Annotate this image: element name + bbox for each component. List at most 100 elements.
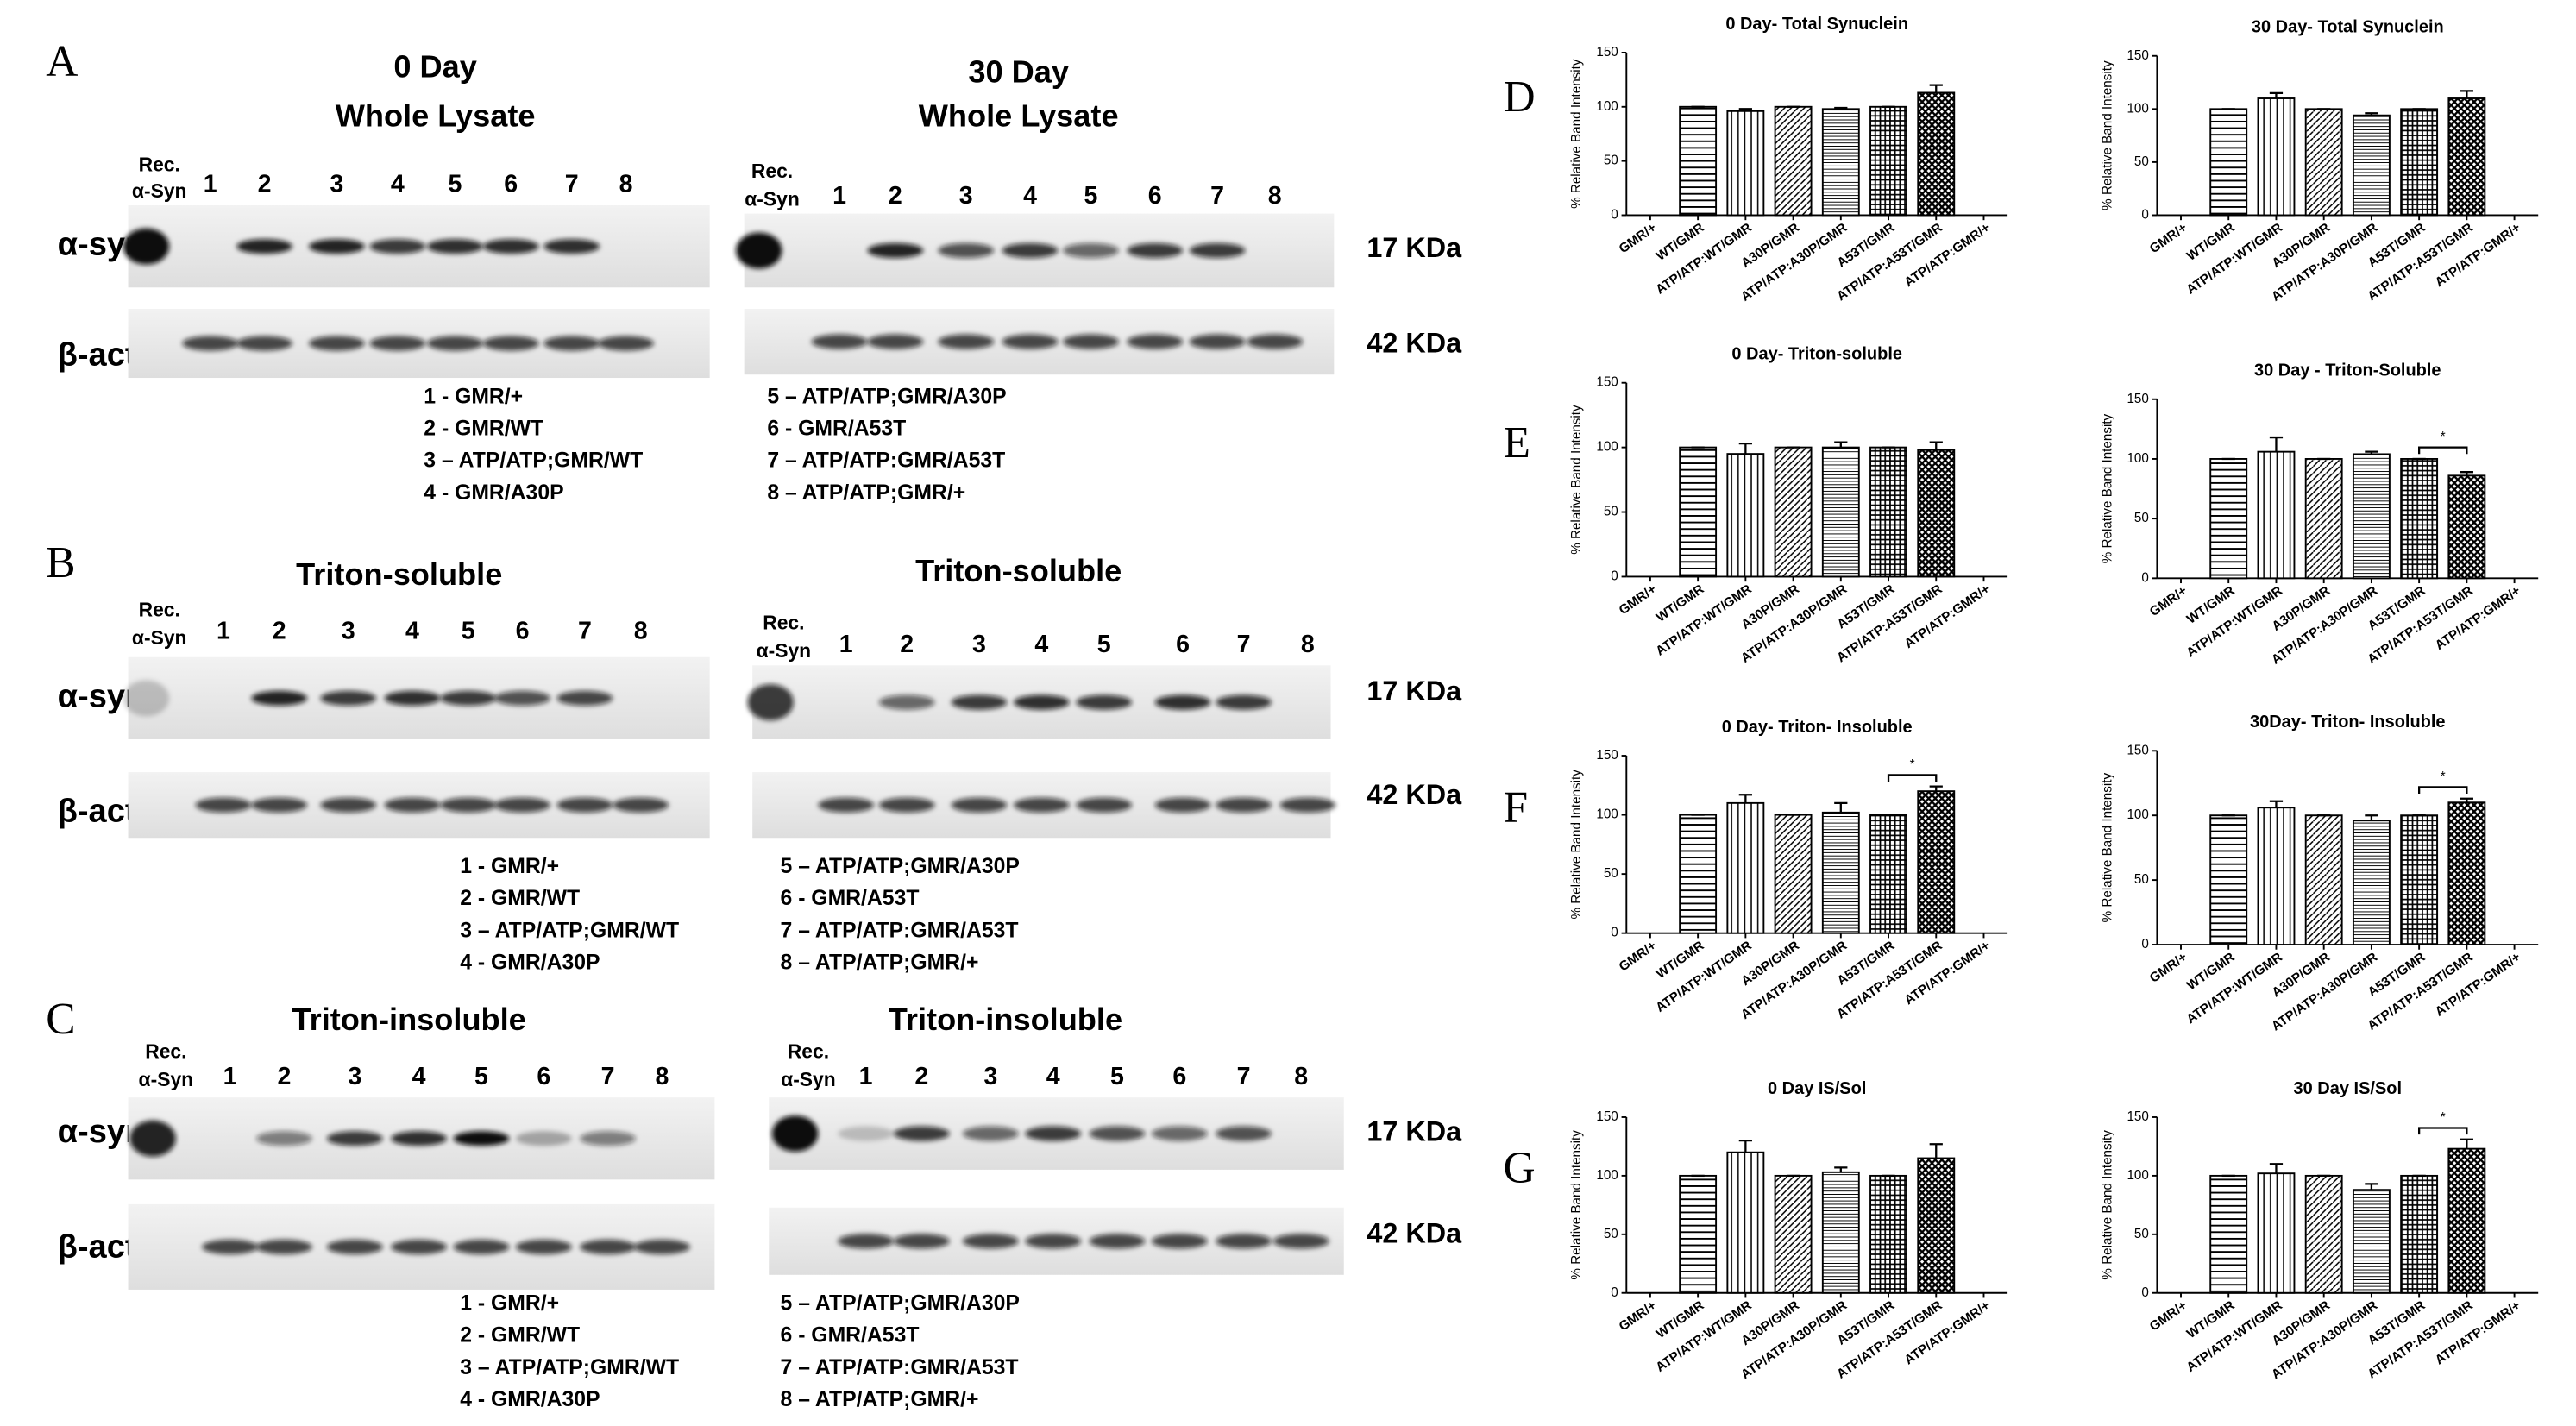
y-tick-label: 100 (2127, 101, 2148, 116)
rec-label: α-Syn (132, 626, 187, 649)
bar (2352, 820, 2391, 945)
lane-label: 7 (565, 171, 579, 198)
blot-title: Triton-insoluble (292, 1002, 526, 1037)
lane-label: 5 (1110, 1063, 1124, 1090)
bar (1869, 814, 1907, 934)
legend-line: 8 – ATP/ATP;GMR/+ (767, 481, 965, 505)
blot-band (1216, 1126, 1272, 1141)
error-bar (1834, 801, 1848, 813)
blot-band (962, 1234, 1019, 1249)
blot-band (123, 680, 170, 717)
error-bar (2365, 450, 2378, 455)
blot-band (1151, 1234, 1208, 1249)
blot-band (251, 797, 308, 813)
blot-band (391, 1239, 447, 1254)
significance-label: * (2441, 770, 2446, 784)
error-bar (1834, 106, 1848, 110)
error-bar (2460, 1138, 2473, 1149)
y-tick-label: 100 (1596, 99, 1618, 114)
bar (2257, 97, 2296, 217)
significance-bracket (2417, 786, 2468, 795)
bar (2447, 1147, 2486, 1294)
blot-band (1127, 242, 1184, 258)
lane-label: 4 (1046, 1063, 1060, 1090)
row-label: β-act (58, 794, 136, 830)
error-bar (2365, 814, 2378, 821)
blot-title: Triton-soluble (915, 553, 1122, 588)
y-tick-label: 150 (2127, 48, 2148, 63)
legend-line: 3 – ATP/ATP;GMR/WT (460, 1356, 679, 1379)
legend-line: 7 – ATP/ATP:GMR/A53T (767, 449, 1005, 473)
y-axis-label: % Relative Band Intensity (2100, 413, 2114, 563)
y-axis-label: % Relative Band Intensity (2100, 60, 2114, 210)
chart-title: 0 Day- Total Synuclein (1725, 15, 1908, 34)
legend-line: 4 - GMR/A30P (424, 481, 563, 505)
chart-title: 0 Day- Triton- Insoluble (1722, 718, 1913, 737)
y-tick-label: 0 (2141, 570, 2148, 585)
lane-label: 1 (839, 631, 853, 658)
blot-band (1127, 334, 1184, 349)
blot-band (1076, 694, 1133, 710)
blot-band (326, 1131, 383, 1146)
chart-title: 0 Day- Triton-soluble (1731, 345, 1902, 364)
y-tick-label: 100 (1596, 440, 1618, 455)
blot-band (580, 1131, 636, 1146)
lane-label: 7 (1210, 182, 1224, 210)
blot-band (1063, 334, 1119, 349)
bar (2257, 1172, 2296, 1294)
bar (2304, 1174, 2343, 1294)
blot-band (320, 690, 377, 706)
blot-band (256, 1131, 312, 1146)
x-tick-label: ATP/ATP:GMR/+ (1902, 1298, 1993, 1368)
legend-line: 2 - GMR/WT (460, 887, 580, 910)
rec-label: Rec. (139, 153, 180, 175)
lane-label: 3 (972, 631, 986, 658)
blot-band (867, 334, 924, 349)
rec-label: α-Syn (745, 187, 800, 210)
significance-label: * (1910, 757, 1915, 772)
blot-band (1025, 1234, 1082, 1249)
blot-band (515, 1239, 572, 1254)
blot-band (543, 336, 600, 351)
blot-band (1216, 797, 1272, 813)
size-label: 17 KDa (1367, 675, 1462, 707)
size-label: 42 KDa (1367, 779, 1462, 810)
blot-band (1189, 334, 1246, 349)
lane-label: 8 (634, 618, 648, 645)
bar (2352, 114, 2391, 217)
significance-bracket (1887, 774, 1938, 782)
error-bar (2269, 1163, 2284, 1174)
blot-band (1063, 242, 1119, 258)
lane-label: 1 (859, 1063, 873, 1090)
blot-band (1013, 694, 1070, 710)
blot-band (236, 239, 292, 254)
blot-band (938, 334, 995, 349)
rec-label: α-Syn (139, 1068, 194, 1090)
bar (2257, 450, 2296, 580)
error-bar (2365, 1183, 2378, 1190)
size-label: 42 KDa (1367, 1218, 1462, 1249)
y-axis-label: % Relative Band Intensity (1569, 770, 1584, 920)
blot-band (515, 1131, 572, 1146)
legend-line: 2 - GMR/WT (460, 1324, 580, 1347)
panel-letter: E (1503, 418, 1530, 468)
lane-label: 2 (258, 171, 272, 198)
size-label: 17 KDa (1367, 232, 1462, 263)
y-tick-label: 150 (1596, 375, 1618, 390)
blot-band (838, 1234, 894, 1249)
bar (1726, 801, 1765, 934)
bar (1821, 811, 1860, 934)
significance-label: * (2441, 1110, 2446, 1125)
error-bar (2460, 471, 2473, 476)
blot-band (613, 797, 669, 813)
y-axis-label: % Relative Band Intensity (1569, 405, 1584, 555)
blot-band (1216, 1234, 1272, 1249)
x-tick-label: ATP/ATP:GMR/+ (2433, 1298, 2523, 1368)
blot-band (320, 797, 377, 813)
lane-label: 8 (656, 1063, 669, 1090)
bar (1821, 108, 1860, 217)
blot-band (1089, 1234, 1146, 1249)
y-axis-label: % Relative Band Intensity (2100, 1130, 2114, 1280)
error-bar (2269, 91, 2284, 99)
